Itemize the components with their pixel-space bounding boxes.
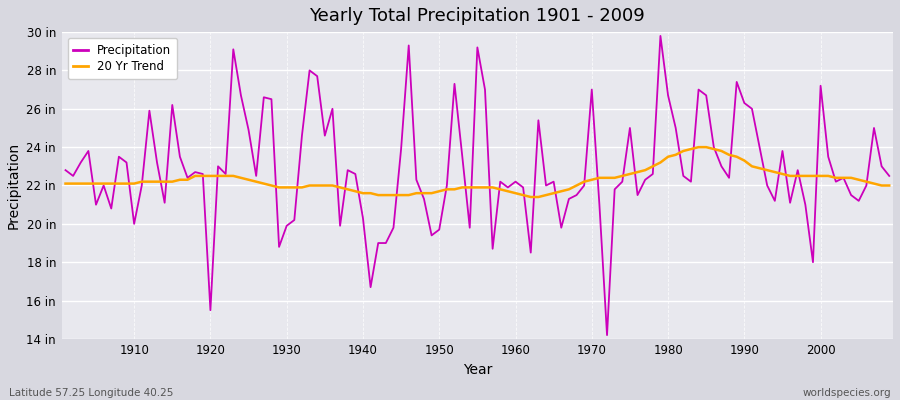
20 Yr Trend	[122, 181, 132, 186]
20 Yr Trend	[609, 176, 620, 180]
Legend: Precipitation, 20 Yr Trend: Precipitation, 20 Yr Trend	[68, 38, 177, 79]
Precipitation	[601, 333, 612, 338]
20 Yr Trend	[693, 145, 704, 150]
20 Yr Trend	[502, 189, 513, 194]
Line: Precipitation: Precipitation	[66, 36, 889, 335]
Line: 20 Yr Trend: 20 Yr Trend	[66, 147, 889, 197]
Text: Latitude 57.25 Longitude 40.25: Latitude 57.25 Longitude 40.25	[9, 388, 174, 398]
Precipitation	[502, 185, 513, 190]
Precipitation	[609, 187, 620, 192]
Precipitation	[60, 168, 71, 172]
Precipitation	[122, 160, 132, 165]
20 Yr Trend	[335, 185, 346, 190]
Precipitation	[289, 218, 300, 222]
Title: Yearly Total Precipitation 1901 - 2009: Yearly Total Precipitation 1901 - 2009	[310, 7, 645, 25]
Text: worldspecies.org: worldspecies.org	[803, 388, 891, 398]
20 Yr Trend	[884, 183, 895, 188]
20 Yr Trend	[60, 181, 71, 186]
Precipitation	[655, 34, 666, 38]
20 Yr Trend	[289, 185, 300, 190]
Y-axis label: Precipitation: Precipitation	[7, 142, 21, 229]
Precipitation	[510, 179, 521, 184]
20 Yr Trend	[510, 191, 521, 196]
20 Yr Trend	[526, 195, 536, 200]
Precipitation	[335, 223, 346, 228]
Precipitation	[884, 174, 895, 178]
X-axis label: Year: Year	[463, 363, 492, 377]
